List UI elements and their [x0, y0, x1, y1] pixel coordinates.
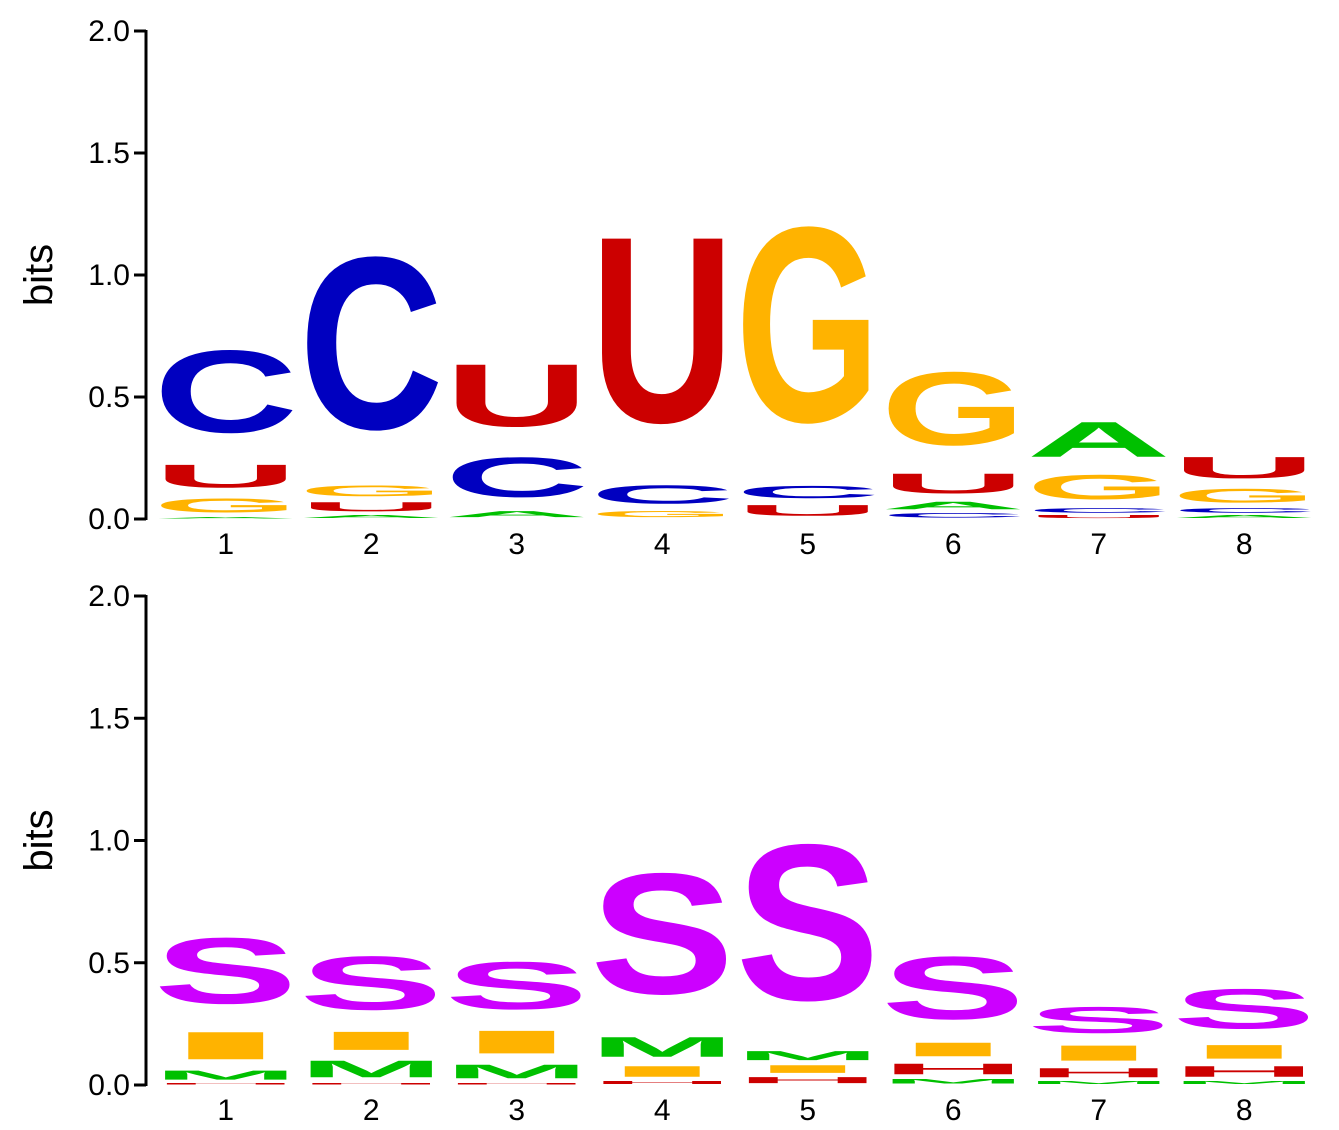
- logo-letter: M: [445, 1061, 589, 1083]
- position-label: 4: [654, 528, 671, 561]
- logo-letter: G: [736, 170, 880, 481]
- logo-letter: M: [590, 1031, 734, 1063]
- logo-letter: U: [736, 502, 880, 519]
- logo-letter: A: [154, 517, 299, 519]
- position-label: 7: [1090, 528, 1107, 561]
- logo-letter: I: [1027, 1041, 1171, 1065]
- position-label: 3: [508, 528, 525, 561]
- logo-letter: H: [590, 1080, 734, 1085]
- logo-letter: M: [881, 1078, 1025, 1085]
- position-label: 4: [654, 1094, 671, 1127]
- logo-letter: G: [154, 494, 298, 516]
- logo-letter: M: [1027, 1080, 1171, 1085]
- logo-letter: I: [445, 1024, 589, 1061]
- logo-letter: H: [154, 1083, 299, 1085]
- logo-letter: M: [1172, 1080, 1316, 1085]
- logo-letter: C: [445, 446, 589, 509]
- logo-letter: M: [299, 1056, 443, 1083]
- logo-letter: A: [1027, 411, 1171, 467]
- logo-letter: U: [299, 500, 443, 515]
- position-label: 5: [799, 1094, 816, 1127]
- y-tick-label: 0.5: [88, 947, 130, 980]
- logo-letter: S: [881, 938, 1025, 1038]
- logo-letter: U: [1172, 451, 1317, 485]
- logo-letter: C: [881, 512, 1026, 519]
- logo-letter: C: [299, 205, 443, 480]
- logo-letter: C: [1027, 507, 1172, 514]
- logo-letter: C: [1172, 507, 1317, 514]
- logo-letter: U: [590, 181, 735, 478]
- logo-letter: S: [1027, 999, 1171, 1041]
- logo-letter: U: [881, 468, 1025, 500]
- logo-letter: H: [445, 1083, 590, 1085]
- logo-letter: I: [736, 1063, 880, 1075]
- position-label: 1: [217, 1094, 234, 1127]
- position-label: 6: [945, 528, 962, 561]
- y-tick-label: 1.0: [88, 259, 130, 292]
- logo-letter: S: [736, 798, 880, 1047]
- logo-letter: G: [1027, 468, 1171, 507]
- y-axis-title: bits: [17, 244, 61, 306]
- logo-letter: C: [736, 482, 880, 502]
- logo-letter: U: [445, 345, 590, 445]
- logo-letter: H: [1172, 1063, 1316, 1080]
- logo-letter: I: [154, 1024, 298, 1068]
- logo-letter: G: [881, 350, 1025, 467]
- y-axis-title: bits: [17, 809, 61, 871]
- logo-letter: S: [154, 919, 299, 1024]
- logo-letter: H: [1027, 1065, 1171, 1080]
- logo-letter: G: [299, 482, 443, 499]
- y-tick-label: 2.0: [88, 580, 130, 613]
- logo-letter: S: [590, 838, 734, 1030]
- logo-letter: M: [154, 1068, 298, 1083]
- logo-letter: I: [299, 1026, 443, 1055]
- logo-letter: H: [881, 1061, 1025, 1078]
- logo-letter: H: [299, 1083, 444, 1085]
- position-label: 2: [363, 1094, 380, 1127]
- logo-letter: I: [1172, 1041, 1316, 1063]
- logo-letter: S: [1172, 977, 1316, 1040]
- logo-letter: I: [590, 1063, 734, 1080]
- logo-letter: A: [299, 514, 443, 519]
- y-tick-label: 0.5: [88, 381, 130, 414]
- logo-letter: A: [1172, 514, 1316, 519]
- y-tick-label: 2.0: [88, 15, 130, 48]
- logo-letter: U: [154, 458, 299, 494]
- y-tick-label: 1.5: [88, 702, 130, 735]
- position-label: 8: [1236, 1094, 1253, 1127]
- logo-letter: S: [299, 941, 443, 1026]
- logo-letter: C: [154, 325, 298, 457]
- y-tick-label: 0.0: [88, 503, 130, 536]
- logo-letter: G: [1172, 485, 1316, 507]
- logo-letter: A: [881, 500, 1025, 512]
- logo-letter: M: [736, 1048, 880, 1063]
- logo-letter: U: [1027, 514, 1171, 519]
- logo-letter: H: [736, 1075, 881, 1085]
- position-label: 5: [799, 528, 816, 561]
- position-label: 1: [217, 528, 234, 561]
- position-label: 8: [1236, 528, 1253, 561]
- position-label: 2: [363, 528, 380, 561]
- position-label: 7: [1090, 1094, 1107, 1127]
- logo-letter: C: [590, 480, 735, 509]
- y-tick-label: 1.0: [88, 825, 130, 858]
- logo-letter: A: [445, 509, 590, 519]
- position-label: 6: [945, 1094, 962, 1127]
- y-tick-label: 1.5: [88, 137, 130, 170]
- position-label: 3: [508, 1094, 525, 1127]
- logo-letter: S: [445, 948, 590, 1023]
- logo-letter: G: [590, 509, 734, 519]
- logo-letter: I: [881, 1038, 1025, 1060]
- y-tick-label: 0.0: [88, 1069, 130, 1102]
